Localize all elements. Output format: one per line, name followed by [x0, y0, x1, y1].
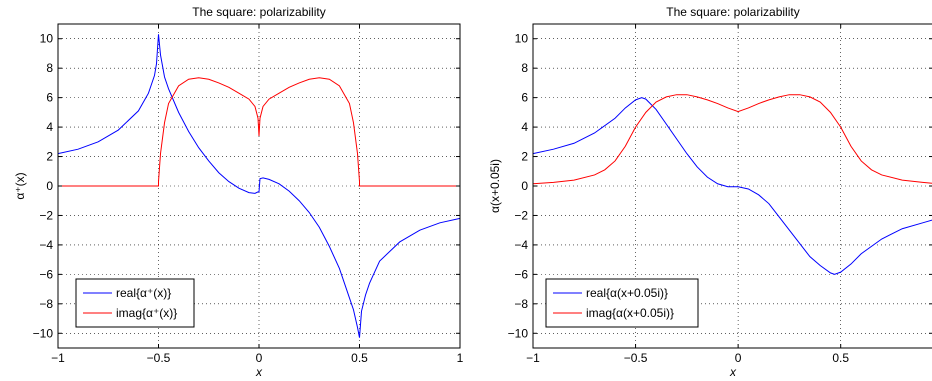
- legend: real{α(x+0.05i)} imag{α(x+0.05i)}: [545, 278, 699, 328]
- x-axis-label: x: [729, 365, 737, 379]
- y-tick-label: −6: [39, 267, 53, 281]
- legend-label-1: real{α(x+0.05i)}: [586, 286, 668, 300]
- x-tick-label: 1: [457, 351, 464, 365]
- y-tick-label: −8: [39, 297, 53, 311]
- y-tick-label: 4: [46, 120, 53, 134]
- x-tick-label: −1: [51, 351, 65, 365]
- y-tick-label: −10: [508, 326, 529, 340]
- x-tick-label: 0.5: [832, 351, 849, 365]
- y-tick-label: −6: [514, 267, 528, 281]
- y-tick-label: −2: [514, 208, 528, 222]
- legend: real{α⁺(x)} imag{α⁺(x)}: [75, 278, 195, 328]
- series-line-2: [58, 77, 460, 187]
- y-tick-label: 6: [46, 91, 53, 105]
- x-tick-label: −0.5: [147, 351, 171, 365]
- legend-label-2: imag{α(x+0.05i)}: [586, 306, 674, 320]
- series-line-2: [532, 94, 932, 185]
- y-tick-label: 2: [46, 150, 53, 164]
- y-tick-label: 6: [521, 91, 528, 105]
- y-tick-label: 10: [40, 32, 54, 46]
- legend-label-1: real{α⁺(x)}: [116, 286, 171, 300]
- y-tick-label: 8: [521, 61, 528, 75]
- y-tick-label: 0: [46, 179, 53, 193]
- x-tick-label: 0: [256, 351, 263, 365]
- y-tick-label: −4: [514, 238, 528, 252]
- y-tick-label: 10: [515, 32, 529, 46]
- legend-box: [545, 278, 699, 328]
- y-tick-label: −10: [33, 326, 54, 340]
- y-tick-label: −8: [514, 297, 528, 311]
- y-axis-label: α(x+0.05i): [488, 159, 502, 213]
- y-tick-label: 4: [521, 120, 528, 134]
- legend-box: [75, 278, 195, 328]
- y-axis-label: α⁺(x): [13, 172, 27, 199]
- chart-2: −1 −0.5 0 0.5 10 8 6 4 2 0 −2 −4 −6 −8 −10 The square: …: [488, 5, 932, 379]
- y-tick-label: 8: [46, 61, 53, 75]
- legend-label-2: imag{α⁺(x)}: [116, 306, 177, 320]
- x-axis-label: x: [255, 365, 263, 379]
- y-tick-label: 0: [521, 179, 528, 193]
- y-tick-label: −4: [39, 238, 53, 252]
- y-tick-label: 2: [521, 150, 528, 164]
- x-tick-label: 0.5: [351, 351, 368, 365]
- x-tick-label: −1: [526, 351, 540, 365]
- chart-title: The square: polarizability: [192, 5, 325, 19]
- series-line-1: [532, 97, 932, 275]
- chart-1: −1 −0.5 0 0.5 1 10 8 6 4 2 0 −2 −4 −6 −8 −10 The square:…: [13, 5, 464, 379]
- x-tick-label: −0.5: [624, 351, 648, 365]
- series-line-1: [57, 34, 461, 338]
- x-tick-label: 0: [735, 351, 742, 365]
- chart-title: The square: polarizability: [666, 5, 799, 19]
- y-tick-label: −2: [39, 208, 53, 222]
